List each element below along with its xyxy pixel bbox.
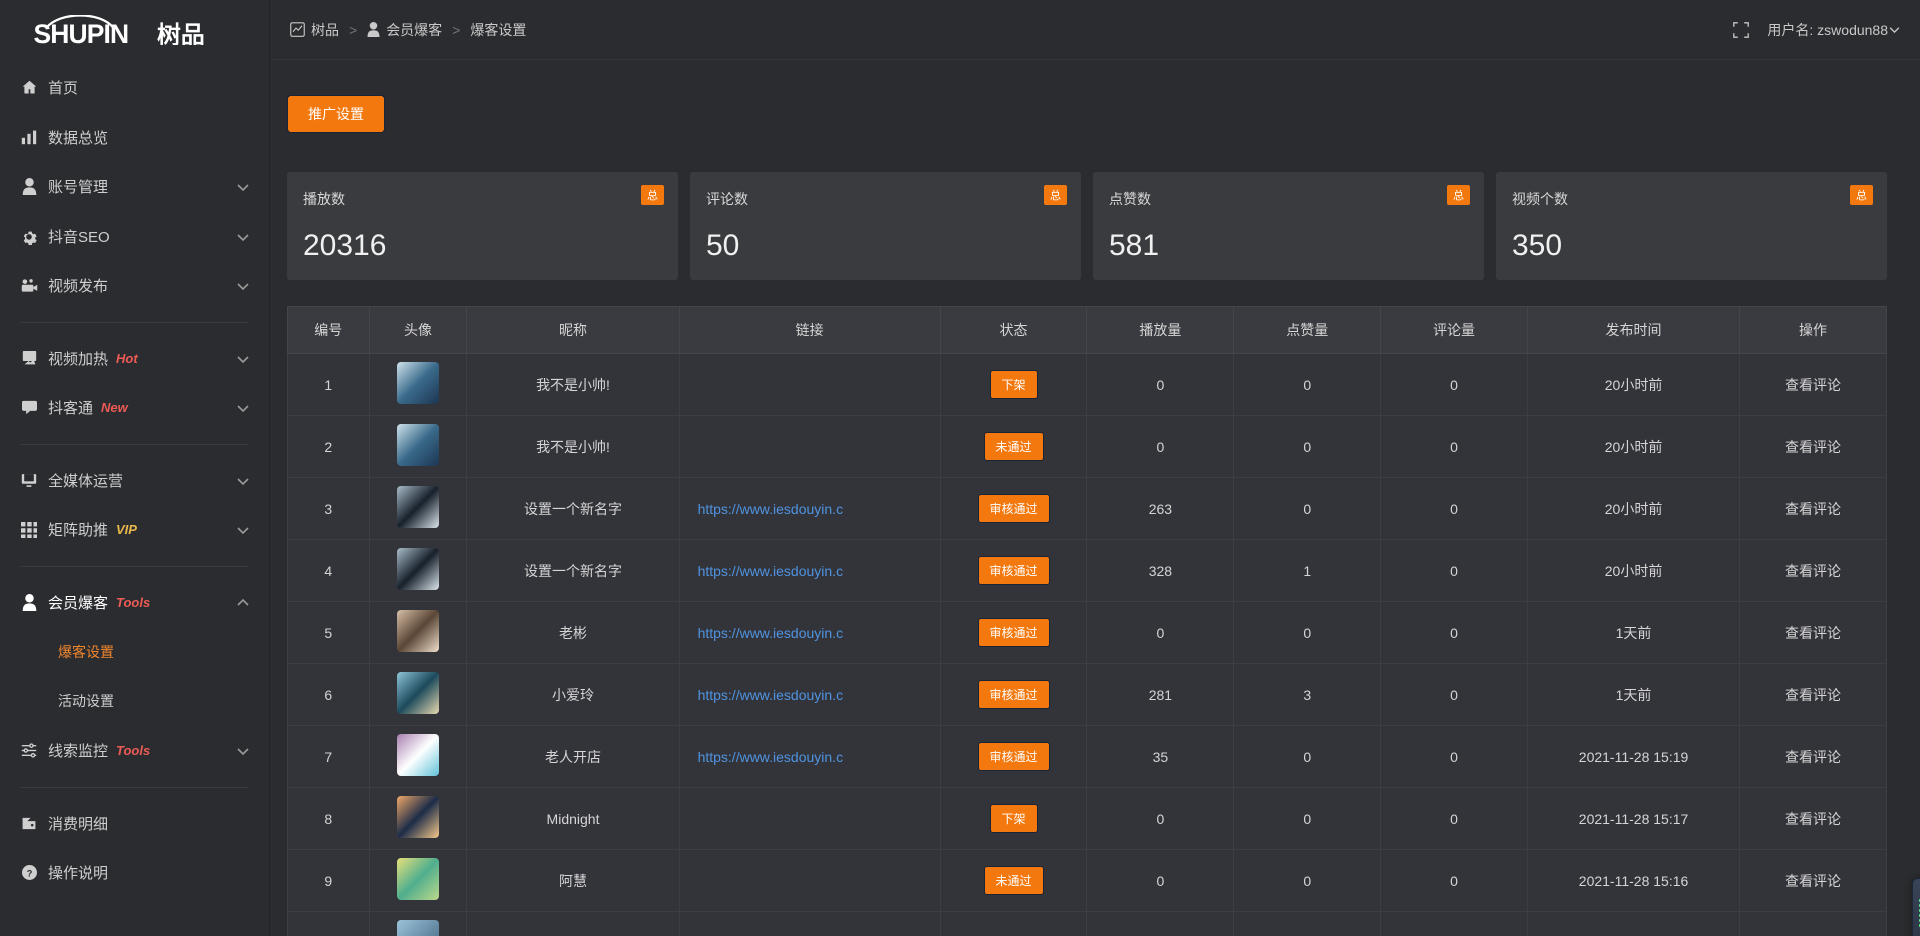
svg-text:?: ? <box>26 869 32 879</box>
svg-text:树品: 树品 <box>157 22 205 45</box>
svg-text:SHUPIN: SHUPIN <box>34 19 129 45</box>
